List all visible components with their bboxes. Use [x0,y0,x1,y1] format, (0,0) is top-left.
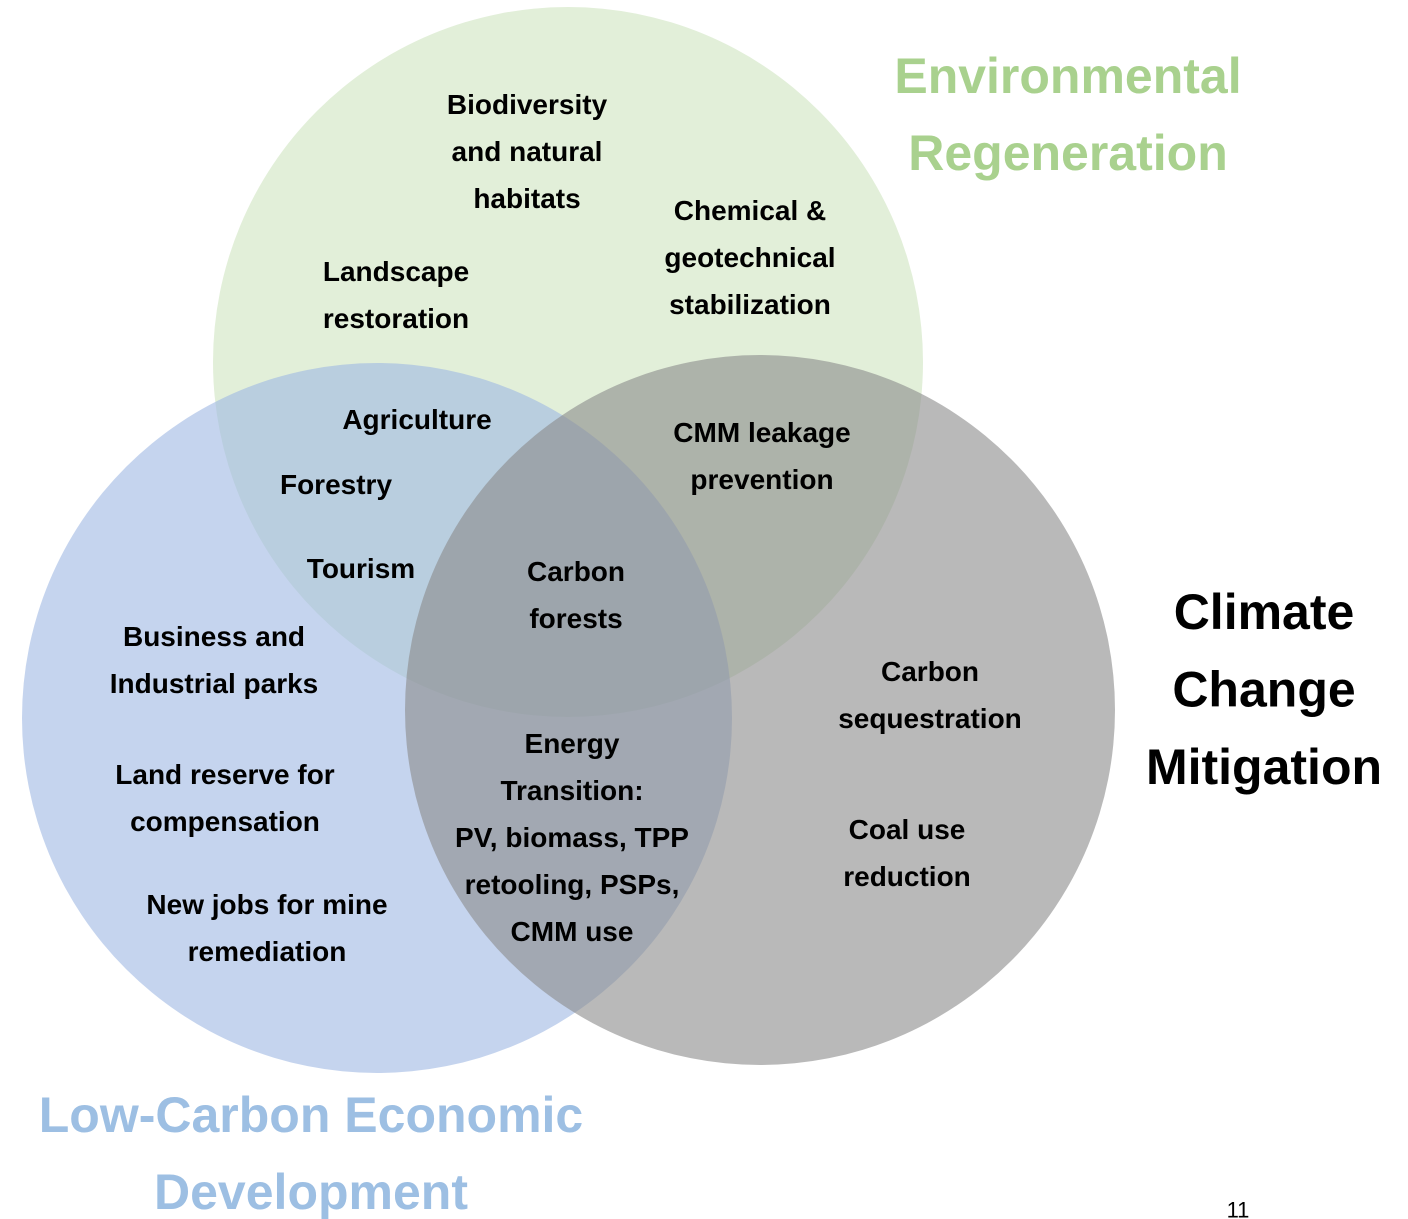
item-label-line: CMM use [511,916,634,947]
set-label-line: Change [1172,662,1355,718]
item-label-line: stabilization [669,289,831,320]
item-label-line: Chemical & [674,195,827,226]
item-label-line: Agriculture [342,404,491,435]
item-label: Chemical & geotechnical stabilization [664,195,835,320]
item-label-line: Tourism [307,553,415,584]
item-label: Tourism [307,553,415,584]
item-label-line: Landscape [323,256,469,287]
set-label-line: Mitigation [1146,739,1382,795]
item-label-line: reduction [843,861,971,892]
item-label-line: Forestry [280,469,392,500]
set-label-line: Climate [1174,584,1355,640]
item-label-line: retooling, PSPs, [465,869,680,900]
item-label-line: Land reserve for [115,759,335,790]
item-label: CMM leakage prevention [673,417,850,495]
item-label-line: Carbon [881,656,979,687]
item-label: Land reserve for compensation [115,759,335,837]
item-label-line: geotechnical [664,242,835,273]
item-label-line: and natural [452,136,603,167]
item-label-line: New jobs for mine [146,889,387,920]
item-label-line: habitats [473,183,580,214]
set-label-line: Regeneration [908,125,1228,181]
item-label: Biodiversity and natural habitats [447,89,608,214]
item-label: Business and Industrial parks [110,621,319,699]
item-label-line: Business and [123,621,305,652]
set-label-line: Development [154,1164,468,1219]
item-label-line: remediation [188,936,347,967]
item-label-line: Coal use [849,814,966,845]
item-label-line: Transition: [500,775,643,806]
set-label: Low-Carbon Economic Development [39,1087,583,1219]
item-label-line: Energy [525,728,620,759]
set-label-line: Environmental [894,48,1241,104]
item-label: New jobs for mine remediation [146,889,387,967]
set-label: Climate Change Mitigation [1146,584,1382,795]
item-label: Carbon forests [527,556,625,634]
item-label-line: forests [529,603,622,634]
item-label-line: Industrial parks [110,668,319,699]
item-label-line: Biodiversity [447,89,608,120]
item-label-line: sequestration [838,703,1022,734]
page-number: 11 [1227,1198,1250,1219]
item-label: Forestry [280,469,392,500]
set-label-line: Low-Carbon Economic [39,1087,583,1143]
item-label: Coal use reduction [843,814,971,892]
item-label: Energy Transition: PV, biomass, TPP retooli… [455,728,689,947]
item-label: Agriculture [342,404,491,435]
climate-circle [405,355,1115,1065]
item-label-line: PV, biomass, TPP [455,822,689,853]
item-label-line: prevention [690,464,833,495]
item-label-line: Carbon [527,556,625,587]
item-label-line: CMM leakage [673,417,850,448]
item-label-line: restoration [323,303,469,334]
item-label: Carbon sequestration [838,656,1022,734]
set-label: Environmental Regeneration [894,48,1241,181]
item-label: Landscape restoration [323,256,469,334]
item-label-line: compensation [130,806,320,837]
